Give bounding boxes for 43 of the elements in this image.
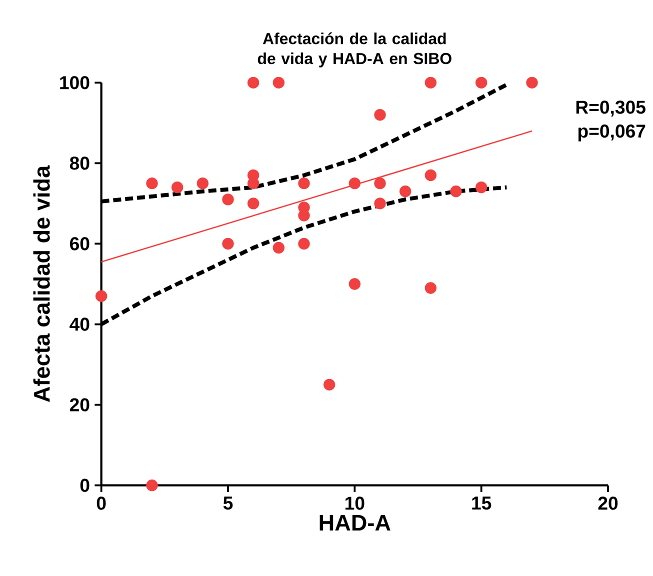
- point: [424, 169, 437, 182]
- y-axis-title: Afecta calidad de vida: [33, 165, 50, 402]
- point: [222, 238, 234, 250]
- point: [475, 182, 488, 194]
- y-tick-label: 100: [60, 76, 90, 90]
- point: [247, 198, 260, 210]
- point: [374, 198, 386, 210]
- point: [196, 177, 209, 190]
- point: [298, 238, 310, 250]
- point: [450, 186, 462, 198]
- y-tick-label: 0: [80, 478, 90, 492]
- point: [95, 290, 108, 302]
- y-tick-label: 80: [70, 156, 90, 170]
- y-tick-label: 60: [70, 237, 90, 250]
- x-tick-label: 5: [223, 496, 233, 510]
- point: [146, 177, 158, 190]
- annotation: R=0,305: [576, 100, 646, 116]
- x-axis-title: HAD-A: [320, 514, 390, 531]
- annotation: p=0,067: [578, 124, 646, 142]
- point: [374, 109, 386, 121]
- point: [272, 242, 285, 254]
- y-tick-label: 40: [70, 318, 90, 331]
- point: [222, 194, 234, 206]
- x-tick-label: 0: [96, 496, 106, 510]
- point: [374, 177, 386, 190]
- point: [247, 76, 260, 89]
- point: [348, 278, 361, 290]
- point: [298, 177, 310, 190]
- point: [146, 479, 158, 492]
- x-tick-label: 10: [345, 496, 364, 510]
- point: [526, 76, 538, 89]
- point: [399, 186, 412, 198]
- point: [475, 76, 488, 89]
- chart-title: Afectación de la calidad de vida y HAD-A en SIBO: [258, 32, 452, 68]
- point: [272, 76, 285, 89]
- x-tick-label: 20: [598, 496, 618, 510]
- point: [171, 182, 184, 194]
- point: [348, 177, 361, 190]
- point: [424, 282, 437, 294]
- point: [424, 76, 437, 89]
- point: [323, 378, 336, 391]
- x-tick-label: 15: [472, 496, 492, 510]
- y-tick-label: 20: [70, 398, 90, 412]
